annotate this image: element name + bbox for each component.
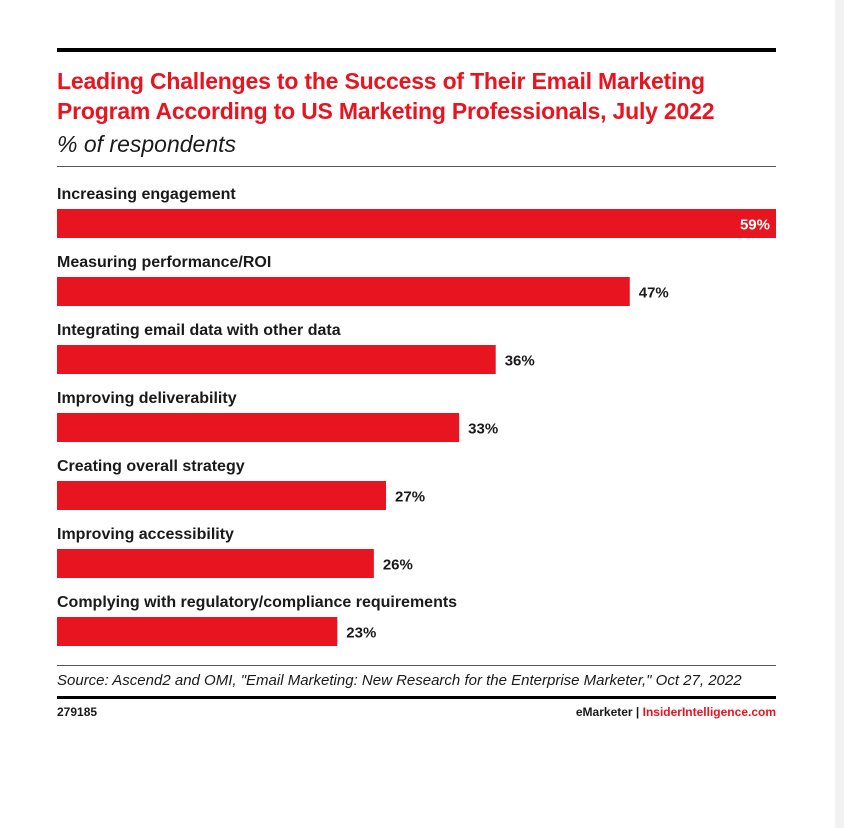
brand-insider-intelligence[interactable]: InsiderIntelligence.com: [642, 705, 776, 719]
chart-title: Leading Challenges to the Success of The…: [57, 68, 715, 124]
brand-emarketer[interactable]: eMarketer: [575, 705, 633, 719]
brand-separator: |: [635, 705, 640, 719]
category-label: Increasing engagement: [57, 186, 236, 203]
bar-chart: Increasing engagement 59% Measuring perfor…: [57, 186, 776, 646]
bar: [57, 345, 496, 374]
value-label: 33%: [468, 421, 498, 438]
value-label: 36%: [505, 353, 535, 370]
category-label: Improving deliverability: [57, 390, 237, 407]
value-label: 47%: [639, 285, 669, 302]
value-label: 26%: [383, 557, 413, 574]
bar: [57, 549, 374, 578]
chart-subtitle: % of respondents: [57, 131, 237, 157]
category-label: Integrating email data with other data: [57, 322, 341, 339]
category-label: Improving accessibility: [57, 526, 234, 543]
value-label: 23%: [346, 625, 376, 642]
chart-card: Leading Challenges to the Success of The…: [57, 48, 776, 719]
source-note: Source: Ascend2 and OMI, "Email Marketin…: [57, 672, 742, 689]
value-label: 27%: [395, 489, 425, 506]
subtitle-rule: [57, 166, 776, 167]
category-label: Creating overall strategy: [57, 458, 245, 475]
category-label: Complying with regulatory/compliance req…: [57, 594, 457, 611]
bar: [57, 209, 776, 238]
top-rule: [57, 48, 776, 52]
value-label: 59%: [740, 217, 770, 234]
page-right-strip: [835, 0, 844, 828]
bar: [57, 481, 387, 510]
source-rule: [57, 665, 776, 666]
bar: [57, 413, 460, 442]
footer: 279185 eMarketer | InsiderIntelligence.c…: [57, 705, 776, 719]
bar: [57, 277, 630, 306]
footer-rule: [57, 696, 776, 699]
bar: [57, 617, 338, 646]
brand-credit: eMarketer | InsiderIntelligence.com: [576, 705, 776, 719]
chart-id: 279185: [57, 705, 98, 719]
category-label: Measuring performance/ROI: [57, 254, 271, 271]
